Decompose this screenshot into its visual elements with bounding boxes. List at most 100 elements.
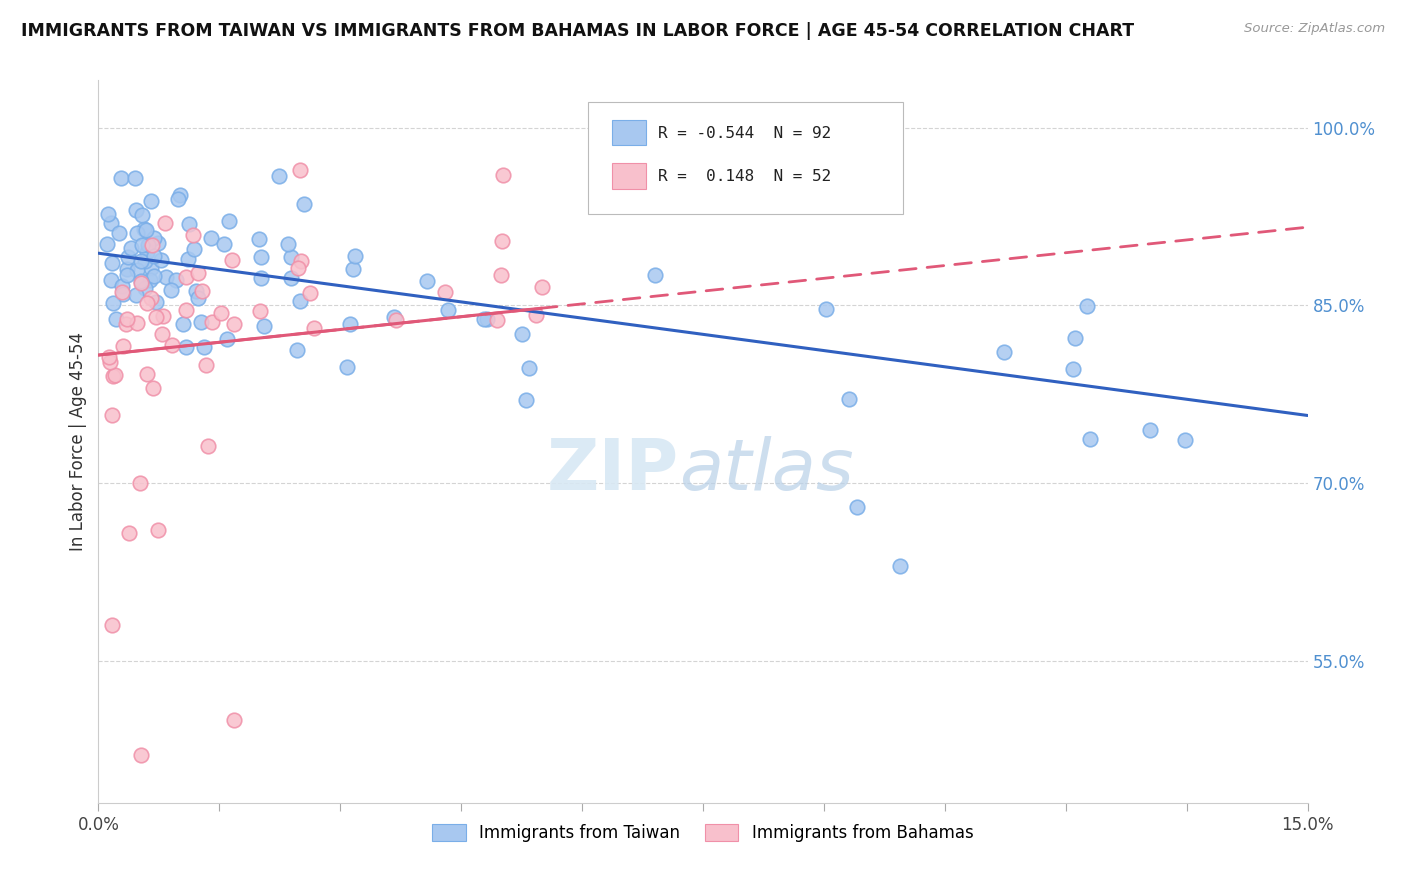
Point [183, 227, 205, 242]
Point [97, 207, 120, 221]
Point [250, 250, 273, 264]
Point [145, 310, 167, 324]
Point [222, 318, 245, 332]
Point [382, 310, 405, 325]
Point [142, 381, 165, 395]
Point [166, 192, 188, 206]
Point [299, 286, 322, 301]
Point [96, 236, 118, 251]
Point [846, 500, 869, 514]
Point [165, 273, 187, 287]
Point [172, 317, 194, 331]
Point [339, 318, 361, 332]
Point [1139, 423, 1161, 437]
Point [98, 354, 121, 368]
Point [517, 361, 540, 376]
Point [183, 242, 205, 256]
Text: R = -0.544  N = 92: R = -0.544 N = 92 [658, 126, 831, 141]
Point [117, 268, 139, 283]
Point [288, 294, 311, 309]
Point [112, 339, 135, 353]
Point [187, 266, 209, 280]
Point [174, 270, 197, 285]
Point [143, 231, 166, 245]
Text: atlas: atlas [679, 436, 853, 505]
Point [280, 271, 302, 285]
Text: IMMIGRANTS FROM TAIWAN VS IMMIGRANTS FROM BAHAMAS IN LABOR FORCE | AGE 45-54 COR: IMMIGRANTS FROM TAIWAN VS IMMIGRANTS FRO… [21, 22, 1135, 40]
Bar [613, 120, 647, 145]
Point [104, 312, 127, 326]
Point [160, 338, 183, 352]
Point [510, 327, 533, 342]
Legend: Immigrants from Taiwan, Immigrants from Bahamas: Immigrants from Taiwan, Immigrants from … [426, 817, 980, 848]
Point [287, 260, 309, 275]
Point [193, 340, 215, 354]
Point [118, 525, 141, 540]
Point [141, 194, 163, 208]
Point [150, 252, 173, 267]
Point [249, 304, 271, 318]
Point [1078, 432, 1101, 446]
Point [889, 558, 911, 573]
Point [143, 269, 166, 284]
Point [201, 315, 224, 329]
Point [253, 318, 276, 333]
Point [174, 340, 197, 354]
Point [134, 254, 156, 268]
Point [342, 261, 364, 276]
Point [190, 315, 212, 329]
Point [152, 310, 174, 324]
Point [250, 271, 273, 285]
Point [100, 255, 122, 269]
Point [135, 223, 157, 237]
Point [1064, 331, 1087, 345]
Point [108, 226, 131, 240]
Text: Source: ZipAtlas.com: Source: ZipAtlas.com [1244, 22, 1385, 36]
Point [141, 238, 163, 252]
Point [101, 295, 124, 310]
Point [292, 196, 315, 211]
Point [101, 409, 124, 423]
Y-axis label: In Labor Force | Age 45-54: In Labor Force | Age 45-54 [69, 332, 87, 551]
Point [136, 238, 159, 252]
Point [139, 291, 162, 305]
Point [385, 313, 408, 327]
Point [526, 308, 548, 322]
Point [124, 171, 146, 186]
Point [485, 313, 508, 327]
Point [143, 249, 166, 263]
Point [132, 222, 155, 236]
Point [475, 311, 498, 326]
Point [125, 263, 148, 277]
Point [169, 187, 191, 202]
Text: R =  0.148  N = 52: R = 0.148 N = 52 [658, 169, 831, 184]
Point [491, 268, 513, 282]
Point [222, 713, 245, 727]
Point [115, 262, 138, 277]
Point [129, 254, 152, 268]
Point [117, 250, 139, 264]
Point [146, 524, 169, 538]
Point [111, 278, 134, 293]
Point [1076, 299, 1098, 313]
Point [221, 252, 243, 267]
Point [212, 237, 235, 252]
Point [131, 748, 153, 763]
Point [187, 291, 209, 305]
Point [101, 618, 124, 632]
Point [191, 284, 214, 298]
Point [184, 285, 207, 299]
Point [277, 237, 299, 252]
Point [104, 368, 127, 382]
Point [336, 360, 359, 375]
Point [120, 241, 142, 255]
Point [141, 261, 163, 276]
FancyBboxPatch shape [588, 102, 903, 214]
Point [1062, 362, 1084, 376]
Point [139, 273, 162, 287]
Point [127, 226, 149, 240]
Point [111, 285, 134, 300]
Point [152, 327, 174, 342]
Point [101, 369, 124, 384]
Point [174, 303, 197, 318]
